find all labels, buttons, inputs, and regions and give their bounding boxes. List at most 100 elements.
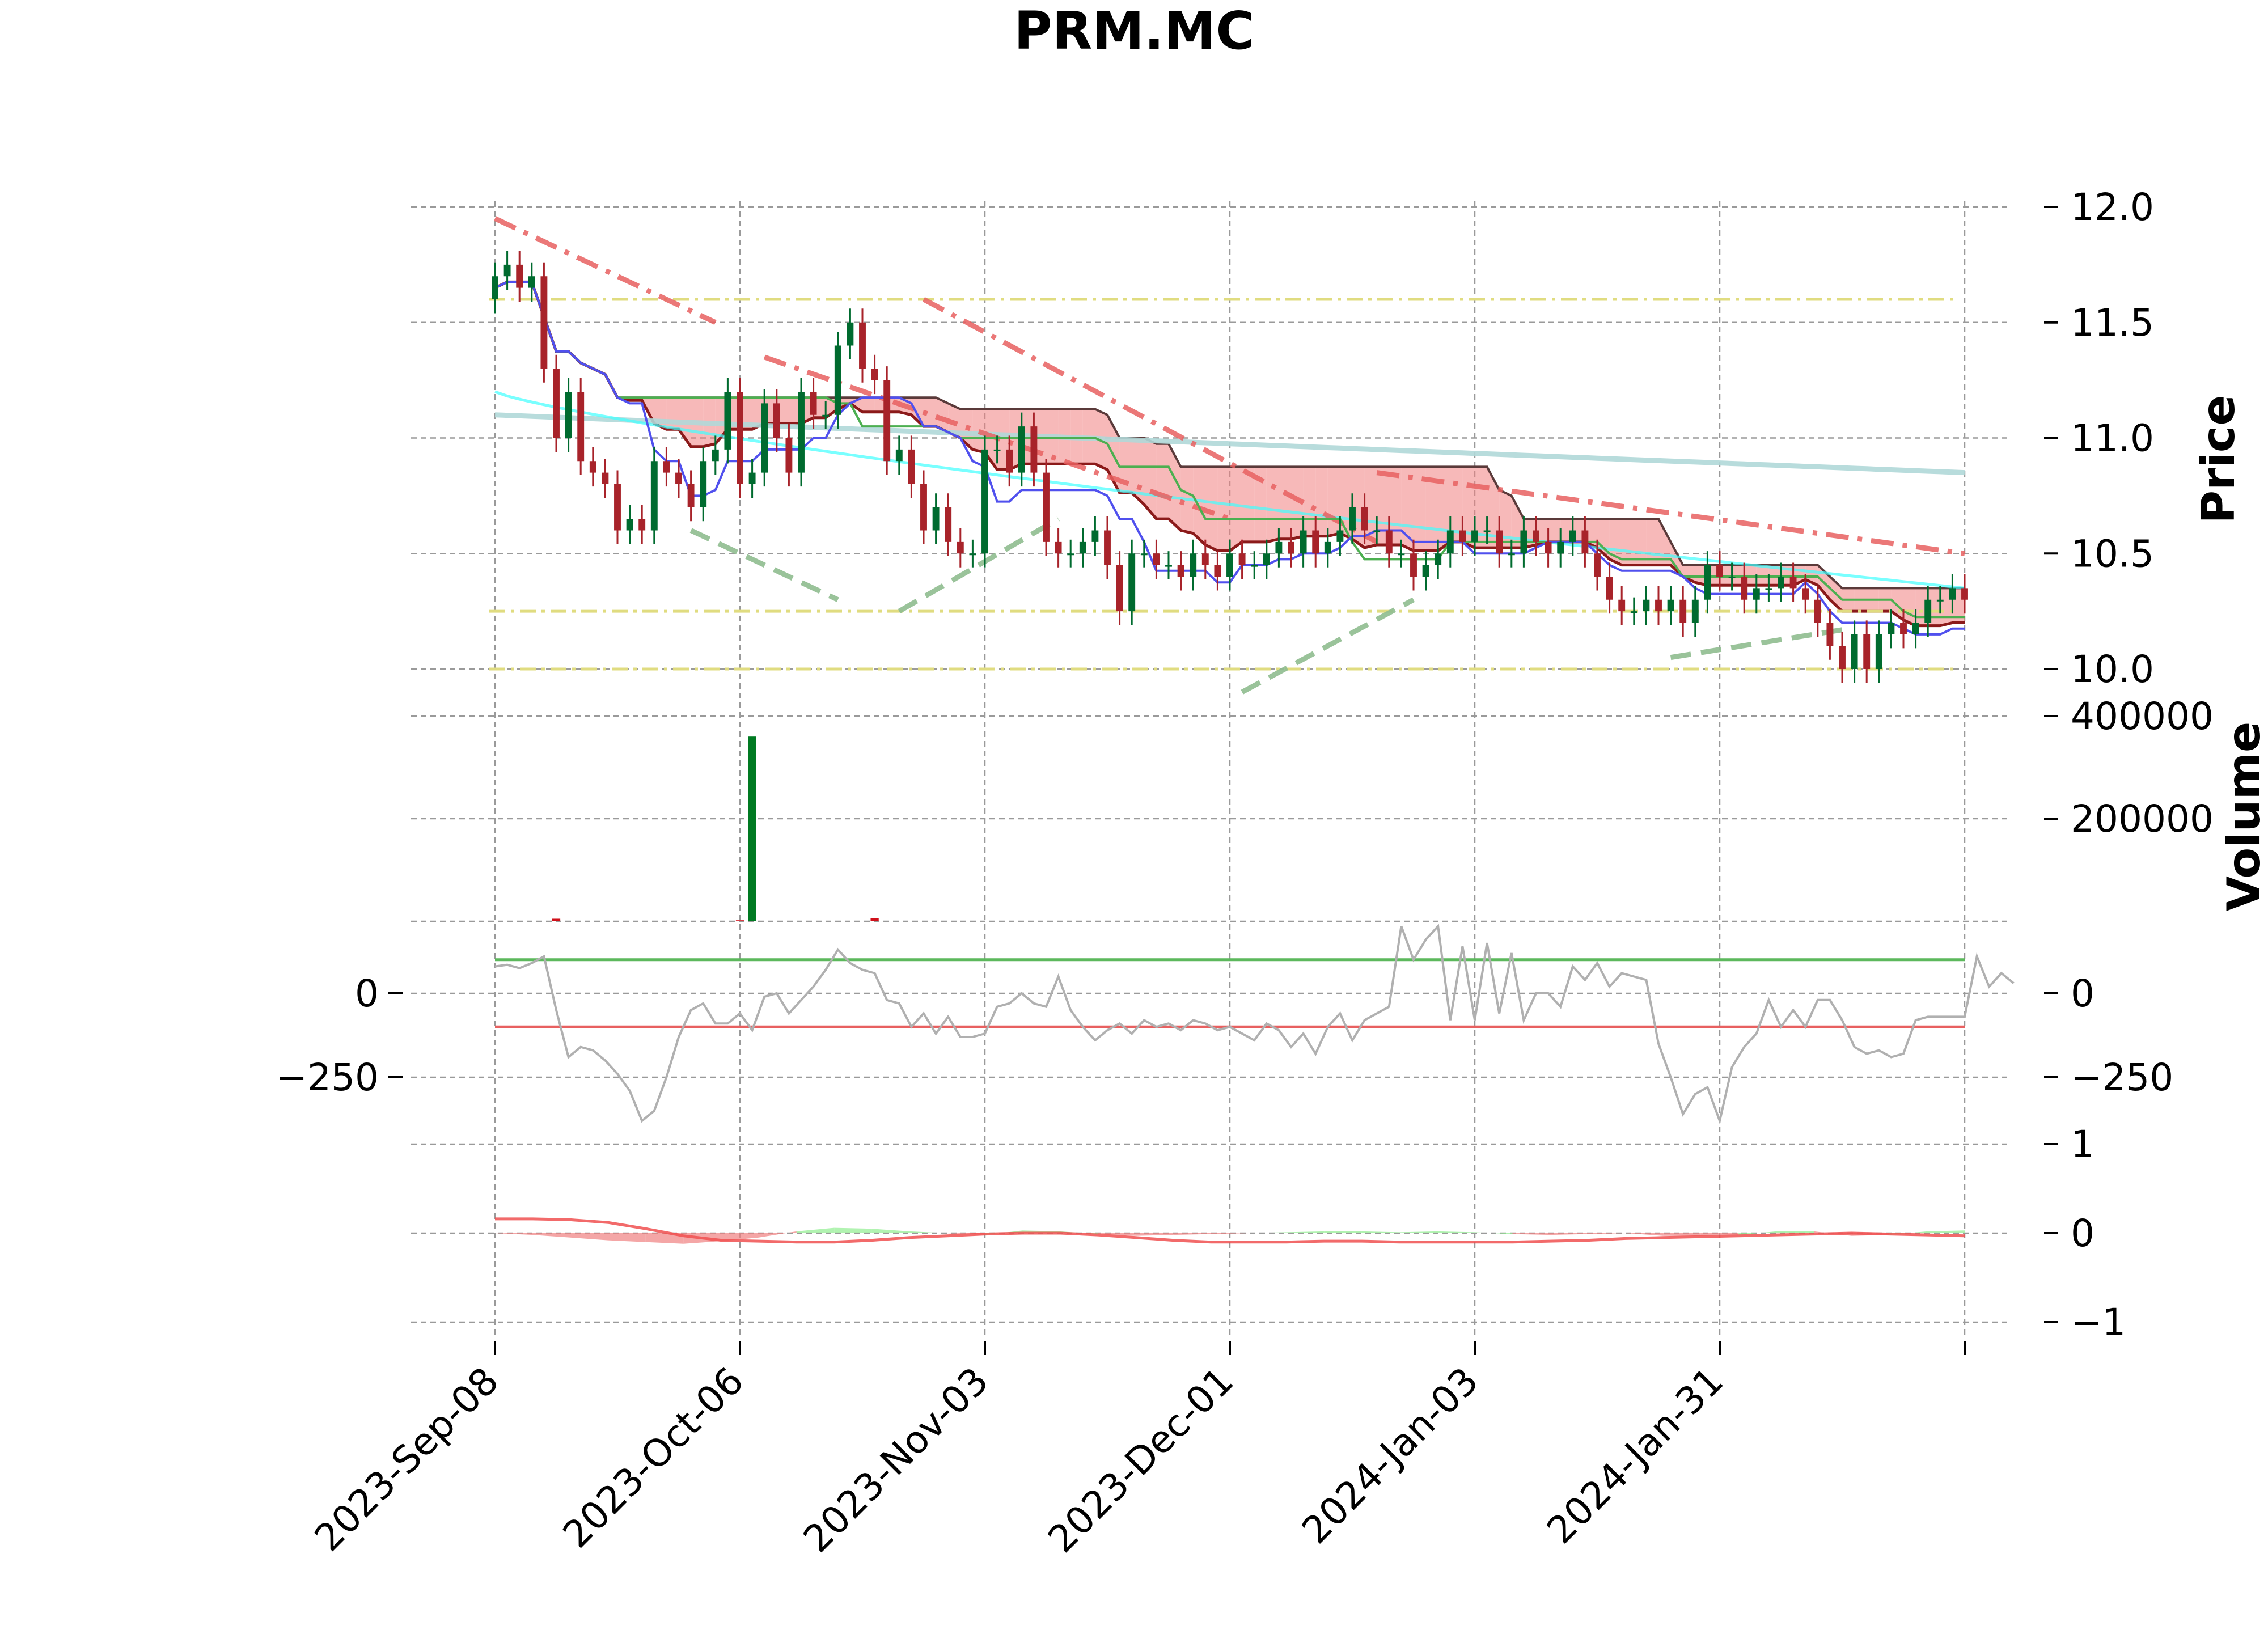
price-axis-label: Price xyxy=(2192,395,2245,523)
candle-up xyxy=(748,472,756,484)
candle-down xyxy=(577,392,585,462)
ichimoku-cloud-segment xyxy=(1756,565,1769,586)
ichimoku-cloud-segment xyxy=(1144,438,1157,519)
macd-histogram-area xyxy=(1588,1233,1626,1234)
candle-down xyxy=(1288,541,1294,554)
volume-bar xyxy=(735,920,744,921)
volume-bar xyxy=(870,918,879,921)
macd-histogram-area xyxy=(1738,1231,1776,1235)
ichimoku-cloud-segment xyxy=(1622,519,1634,565)
cci-tick-label: −250 xyxy=(2071,1056,2173,1099)
ichimoku-cloud-segment xyxy=(1634,519,1647,565)
macd-histogram-area xyxy=(1927,1230,1965,1233)
ichimoku-cloud-segment xyxy=(862,397,875,412)
candle-up xyxy=(1569,530,1576,542)
candle-down xyxy=(1116,565,1123,612)
candle-up xyxy=(1949,588,1956,600)
candle-up xyxy=(1483,530,1491,532)
candle-up xyxy=(1336,530,1344,542)
trend-resistance-line xyxy=(1376,470,1965,556)
candle-up xyxy=(700,461,707,507)
candle-up xyxy=(1471,530,1478,542)
candle-up xyxy=(1691,599,1699,623)
candle-down xyxy=(687,484,695,507)
candle-up xyxy=(1778,577,1784,589)
candle-down xyxy=(1594,553,1601,577)
candle-down xyxy=(1410,553,1417,577)
macd-histogram-area xyxy=(759,1231,797,1238)
volume-bar xyxy=(552,918,561,921)
candle-up xyxy=(565,392,572,438)
candle-down xyxy=(810,392,817,415)
trend-support-line xyxy=(1670,627,1843,661)
macd-histogram-area xyxy=(834,1227,872,1233)
ichimoku-cloud-segment xyxy=(1266,467,1279,542)
candle-up xyxy=(1435,553,1442,565)
macd-tick-label: 1 xyxy=(2071,1123,2094,1166)
candle-up xyxy=(1263,553,1270,565)
candle-up xyxy=(993,449,1001,451)
candle-up xyxy=(1165,565,1172,567)
candle-down xyxy=(663,461,670,473)
candle-up xyxy=(1888,623,1895,634)
candle-up xyxy=(1924,599,1932,623)
macd-histogram-area xyxy=(1399,1231,1437,1233)
ichimoku-cloud-segment xyxy=(1327,467,1340,536)
candle-down xyxy=(1533,530,1539,542)
candle-down xyxy=(945,507,952,542)
price-tick-label: 11.0 xyxy=(2071,417,2154,460)
candle-down xyxy=(1863,634,1871,669)
candle-down xyxy=(920,484,927,531)
macd-histogram-area xyxy=(608,1233,646,1242)
x-tick-label: 2023-Nov-03 xyxy=(795,1359,997,1561)
candle-down xyxy=(553,369,560,438)
trend-support-line xyxy=(1241,597,1415,695)
candle-down xyxy=(1030,426,1038,473)
ichimoku-cloud-segment xyxy=(936,397,949,433)
candle-down xyxy=(1043,472,1050,542)
candle-down xyxy=(859,322,866,369)
ichimoku-cloud-segment xyxy=(1670,541,1683,577)
candle-down xyxy=(540,276,548,369)
candle-up xyxy=(492,276,498,299)
candle-down xyxy=(614,484,621,531)
x-tick-label: 2024-Jan-03 xyxy=(1293,1359,1487,1552)
candle-down xyxy=(1361,507,1368,531)
candle-up xyxy=(1765,588,1772,590)
volume-tick-label: 400000 xyxy=(2071,695,2214,738)
macd-histogram-area xyxy=(570,1233,608,1241)
ichimoku-cloud-segment xyxy=(1205,467,1218,551)
candle-down xyxy=(1238,553,1246,565)
ichimoku-cloud-segment xyxy=(972,409,985,452)
candle-down xyxy=(516,264,523,288)
candle-down xyxy=(1153,553,1160,565)
trend-support-line xyxy=(898,516,1060,614)
volume-tick-label: 200000 xyxy=(2071,797,2214,841)
candle-up xyxy=(969,553,976,556)
candle-up xyxy=(1936,599,1944,602)
ichimoku-cloud-segment xyxy=(1303,467,1316,536)
candle-up xyxy=(1373,530,1381,532)
candle-up xyxy=(1128,553,1136,612)
ichimoku-cloud-segment xyxy=(1291,467,1304,539)
x-tick-label: 2023-Oct-06 xyxy=(555,1359,752,1556)
candle-down xyxy=(1716,565,1723,577)
candle-up xyxy=(1079,541,1086,554)
trend-resistance-line xyxy=(922,297,1378,544)
macd-line xyxy=(495,1217,1965,1244)
ichimoku-cloud-segment xyxy=(1548,519,1561,542)
candle-up xyxy=(1275,541,1283,554)
candle-up xyxy=(895,449,903,462)
candle-up xyxy=(1630,611,1637,613)
macd-histogram-area xyxy=(1776,1231,1814,1233)
price-tick-label: 11.5 xyxy=(2071,301,2154,345)
volume-axis-label: Volume xyxy=(2218,722,2268,912)
candle-down xyxy=(957,541,964,554)
macd-histogram-area xyxy=(1475,1232,1513,1234)
macd-histogram-area xyxy=(1550,1233,1588,1235)
candle-down xyxy=(1385,530,1393,554)
candle-down xyxy=(737,392,743,484)
candle-down xyxy=(1545,541,1552,554)
cci-tick-label: 0 xyxy=(2071,972,2094,1015)
x-tick-label: 2023-Dec-01 xyxy=(1040,1359,1242,1561)
